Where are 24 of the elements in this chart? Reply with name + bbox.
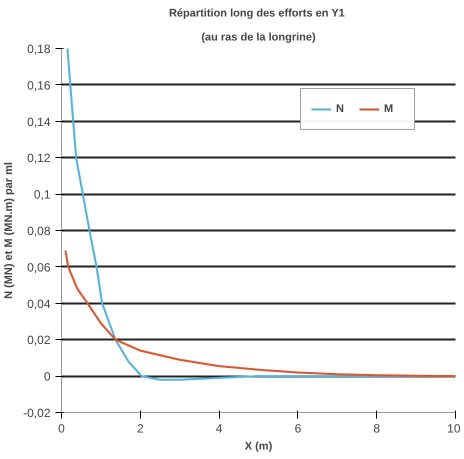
y-tick-label: 0,08 (27, 224, 51, 238)
x-tick-label: 10 (447, 422, 461, 436)
chart-title: Répartition long des efforts en Y1 (168, 8, 345, 20)
legend-label: N (336, 103, 345, 115)
y-tick-label: 0,06 (27, 260, 51, 274)
x-tick-label: 0 (58, 422, 66, 436)
x-axis-title: X (m) (244, 440, 273, 452)
y-axis-title: N (MN) et M (MN.m) par ml (3, 162, 16, 299)
y-tick-label: 0,18 (27, 42, 51, 56)
y-tick-label: 0,02 (27, 333, 51, 348)
line-series (64, 250, 456, 378)
x-tick-label: 8 (373, 422, 380, 436)
x-tick-label: 2 (136, 422, 144, 436)
y-tick-label: 0,1 (34, 188, 51, 202)
chart-subtitle: (au ras de la longrine) (201, 32, 316, 44)
y-tick-label: 0,04 (27, 296, 51, 311)
y-tick-label: -0,02 (23, 406, 51, 420)
y-tick-label: 0,12 (27, 151, 51, 166)
legend-label: M (384, 103, 394, 115)
y-tick-label: 0,14 (27, 114, 51, 129)
y-tick-label: 0,16 (27, 78, 51, 92)
y-tick-label: 0 (44, 370, 51, 384)
x-tick-label: 4 (216, 422, 223, 436)
x-tick-label: 6 (294, 422, 302, 436)
